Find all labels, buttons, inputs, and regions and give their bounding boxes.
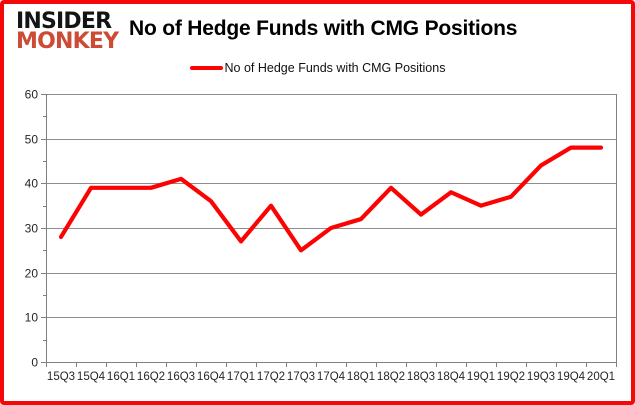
x-tick-label: 19Q2 xyxy=(497,371,525,383)
series-line xyxy=(58,145,604,253)
x-tick-label: 18Q4 xyxy=(437,371,466,383)
x-tick-label: 17Q3 xyxy=(287,371,315,383)
x-tick-label: 17Q2 xyxy=(257,371,285,383)
chart-title: No of Hedge Funds with CMG Positions xyxy=(129,17,518,40)
x-tick-label: 18Q1 xyxy=(347,371,375,383)
y-tick-label: 20 xyxy=(25,267,39,281)
x-tick-label: 19Q3 xyxy=(527,371,555,383)
y-tick-label: 40 xyxy=(25,177,39,191)
insider-monkey-logo: INSIDER MONKEY xyxy=(16,9,119,55)
legend-line-swatch xyxy=(189,66,223,70)
logo-monkey-text: MONKEY xyxy=(16,29,119,55)
logo-insider-text: INSIDER xyxy=(16,9,112,34)
y-tick-label: 30 xyxy=(25,222,39,236)
x-tick-label: 16Q3 xyxy=(167,371,195,383)
x-tick-label: 20Q1 xyxy=(587,371,615,383)
y-tick-label: 10 xyxy=(25,311,39,325)
x-tick-label: 18Q3 xyxy=(407,371,435,383)
y-tick-label: 60 xyxy=(25,88,39,102)
legend-label: No of Hedge Funds with CMG Positions xyxy=(224,61,446,75)
x-tick-label: 19Q1 xyxy=(467,371,495,383)
y-tick-label: 50 xyxy=(25,133,39,147)
legend: No of Hedge Funds with CMG Positions xyxy=(4,61,631,75)
x-tick-label: 17Q1 xyxy=(227,371,255,383)
x-tick-label: 15Q4 xyxy=(77,371,106,383)
x-tick-label: 16Q1 xyxy=(107,371,135,383)
x-tick-label: 17Q4 xyxy=(317,371,346,383)
x-tick-label: 16Q4 xyxy=(197,371,226,383)
y-tick-label: 0 xyxy=(31,356,38,370)
x-tick-label: 19Q4 xyxy=(557,371,586,383)
x-tick-label: 15Q3 xyxy=(47,371,75,383)
x-tick-label: 18Q2 xyxy=(377,371,405,383)
x-tick-label: 16Q2 xyxy=(137,371,165,383)
